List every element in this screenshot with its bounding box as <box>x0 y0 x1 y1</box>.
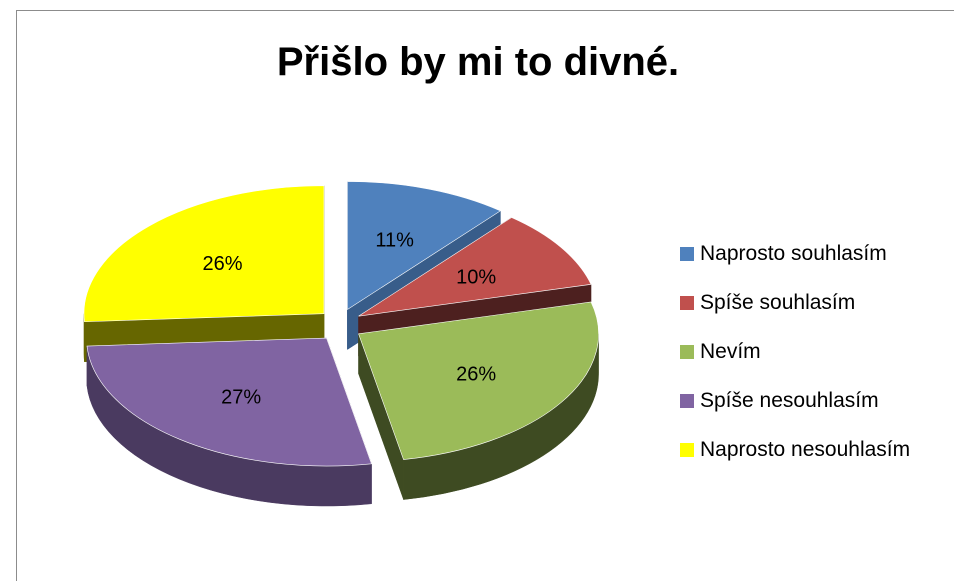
legend-item-spise-nesouhlasim: Spíše nesouhlasím <box>680 376 910 425</box>
pie-tops <box>83 181 599 467</box>
pie-slice <box>86 337 372 467</box>
chart-legend: Naprosto souhlasím Spíše souhlasím Nevím… <box>680 229 910 474</box>
legend-label: Spíše souhlasím <box>700 290 856 314</box>
pie-slice <box>347 181 502 311</box>
pie-labels: 11% 10% 26% 27% 26% <box>202 230 496 409</box>
pie-slice <box>358 217 592 317</box>
legend-swatch <box>680 393 694 408</box>
legend-item-spise-souhlasim: Spíše souhlasím <box>680 278 910 327</box>
legend-label: Naprosto nesouhlasím <box>700 437 911 461</box>
legend-label: Nevím <box>700 339 761 363</box>
chart-area <box>16 10 954 581</box>
data-label: 10% <box>456 266 496 288</box>
legend-swatch <box>680 442 694 457</box>
chart-title: Přišlo by mi to divné. <box>276 40 680 84</box>
legend-item-naprosto-nesouhlasim: Naprosto nesouhlasím <box>680 425 910 474</box>
legend-label: Naprosto souhlasím <box>700 241 887 265</box>
data-label: 26% <box>456 364 496 386</box>
data-label: 27% <box>221 387 261 409</box>
legend-swatch <box>680 344 694 359</box>
data-label: 11% <box>375 230 414 252</box>
legend-item-naprosto-souhlasim: Naprosto souhlasím <box>680 229 910 278</box>
legend-swatch <box>680 246 694 261</box>
data-label: 26% <box>202 253 242 275</box>
pie-slice <box>83 185 325 323</box>
pie-slice <box>358 301 599 460</box>
legend-swatch <box>680 295 694 310</box>
legend-label: Spíše nesouhlasím <box>700 388 879 412</box>
legend-item-nevim: Nevím <box>680 327 910 376</box>
